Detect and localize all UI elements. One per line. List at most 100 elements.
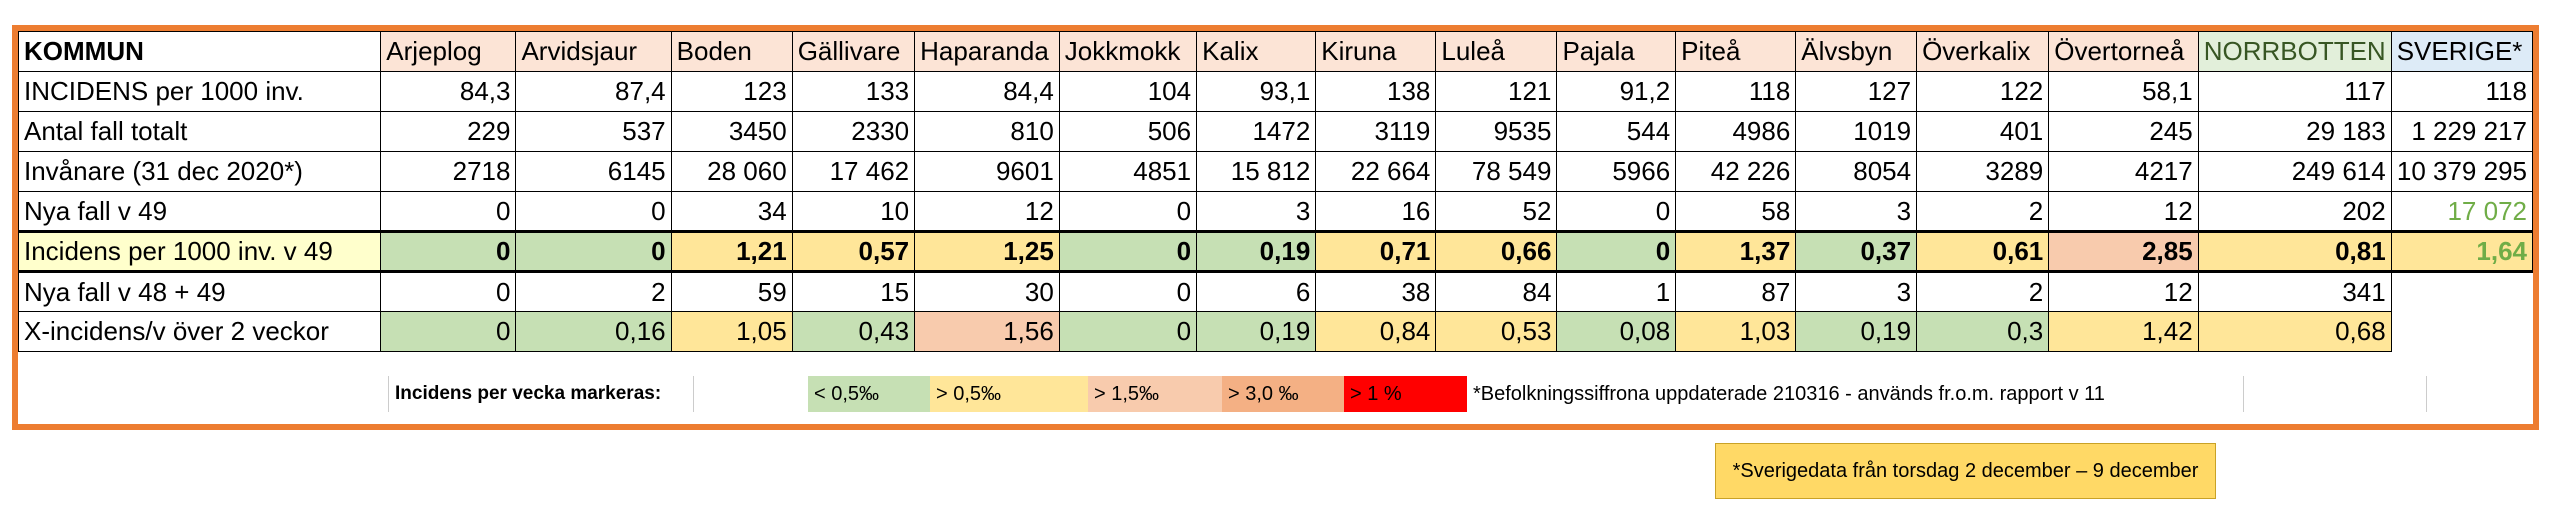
table-cell: 30 <box>914 271 1060 312</box>
table-cell: 1,64 <box>2390 230 2534 273</box>
col-header: Haparanda <box>914 31 1060 72</box>
table-cell: 34 <box>670 191 793 232</box>
table-cell: 0 <box>1556 230 1677 273</box>
row-label: INCIDENS per 1000 inv. <box>17 71 382 112</box>
table-cell: 0,61 <box>1916 230 2050 273</box>
table-cell: 121 <box>1435 71 1558 112</box>
table-cell: 1019 <box>1795 111 1918 152</box>
table-cell: 58 <box>1675 191 1797 232</box>
col-header: Piteå <box>1675 31 1797 72</box>
table-cell: 91,2 <box>1556 71 1677 112</box>
table-cell: 2718 <box>380 151 517 192</box>
table-row: Invånare (31 dec 2020*) 2718 6145 28 060 17 … <box>17 151 2534 192</box>
col-header: Kalix <box>1196 31 1317 72</box>
table-row: INCIDENS per 1000 inv. 84,3 87,4 123 133 84,4… <box>17 71 2534 112</box>
table-cell: 138 <box>1315 71 1437 112</box>
table-cell: 16 <box>1315 191 1437 232</box>
table-cell: 1,21 <box>670 230 793 273</box>
table-cell: 0,16 <box>515 311 672 352</box>
table-cell: 15 <box>791 271 916 312</box>
table-cell: 401 <box>1916 111 2050 152</box>
incidence-table: KOMMUN Arjeplog Arvidsjaur Boden Gälliva… <box>17 31 2534 352</box>
table-cell: 2 <box>1916 191 2050 232</box>
row-label: Invånare (31 dec 2020*) <box>17 151 382 192</box>
col-header: Kiruna <box>1315 31 1437 72</box>
table-cell: 84 <box>1435 271 1558 312</box>
table-cell: 544 <box>1556 111 1677 152</box>
table-row: X-incidens/v över 2 veckor 0 0,16 1,05 0,43 1… <box>17 311 2533 352</box>
table-cell: 0,66 <box>1435 230 1558 273</box>
table-cell: 12 <box>2048 191 2199 232</box>
table-cell: 78 549 <box>1435 151 1558 192</box>
legend-divider <box>2426 376 2427 412</box>
legend: Incidens per vecka markeras: < 0,5‰ > 0,… <box>18 376 2533 412</box>
table-cell: 0,19 <box>1196 311 1317 352</box>
table-cell: 0 <box>1556 191 1677 232</box>
legend-item-orange: > 3,0 ‰ <box>1222 376 1344 412</box>
table-cell: 229 <box>380 111 517 152</box>
table-cell: 1 229 217 <box>2390 111 2534 152</box>
table-cell: 4851 <box>1058 151 1198 192</box>
table-cell: 0,37 <box>1795 230 1918 273</box>
table-cell: 506 <box>1058 111 1198 152</box>
table-cell: 0,19 <box>1795 311 1918 352</box>
row-label: Nya fall v 49 <box>17 191 382 232</box>
table-cell: 10 379 295 <box>2390 151 2534 192</box>
legend-item-light-orange: > 1,5‰ <box>1088 376 1222 412</box>
table-cell: 0,19 <box>1196 230 1317 273</box>
col-header: Pajala <box>1556 31 1677 72</box>
col-header-norrbotten: NORRBOTTEN <box>2197 31 2392 72</box>
table-cell: 2 <box>515 271 672 312</box>
col-header: Älvsbyn <box>1795 31 1918 72</box>
table-cell: 341 <box>2197 271 2392 312</box>
table-cell: 42 226 <box>1675 151 1797 192</box>
table-cell: 6145 <box>515 151 672 192</box>
table-cell: 0 <box>1058 191 1198 232</box>
table-cell: 1,25 <box>914 230 1060 273</box>
table-cell: 4217 <box>2048 151 2199 192</box>
table-cell: 0 <box>380 191 517 232</box>
table-cell: 0,84 <box>1315 311 1437 352</box>
table-cell: 1 <box>1556 271 1677 312</box>
table-row: Nya fall v 48 + 49 0 2 59 15 30 0 6 38 84 1 87 3 2 12 3… <box>17 271 2533 312</box>
table-cell: 1472 <box>1196 111 1317 152</box>
table-cell: 0 <box>515 230 672 273</box>
col-header: Arjeplog <box>380 31 517 72</box>
table-cell: 0 <box>1058 230 1198 273</box>
table-cell: 5966 <box>1556 151 1677 192</box>
table-cell: 537 <box>515 111 672 152</box>
table-cell: 249 614 <box>2197 151 2392 192</box>
table-cell: 0,3 <box>1916 311 2050 352</box>
col-header: Luleå <box>1435 31 1558 72</box>
table-cell: 38 <box>1315 271 1437 312</box>
table-cell: 0 <box>1058 271 1198 312</box>
table-cell: 87,4 <box>515 71 672 112</box>
table-cell: 0 <box>1058 311 1198 352</box>
table-cell: 3 <box>1196 191 1317 232</box>
table-cell: 0 <box>380 271 517 312</box>
table-cell: 3289 <box>1916 151 2050 192</box>
table-cell: 9535 <box>1435 111 1558 152</box>
table-cell: 29 183 <box>2197 111 2392 152</box>
table-cell: 118 <box>1675 71 1797 112</box>
col-header: Arvidsjaur <box>515 31 672 72</box>
table-cell: 28 060 <box>670 151 793 192</box>
table-cell: 117 <box>2197 71 2392 112</box>
header-kommun: KOMMUN <box>17 31 382 72</box>
table-cell: 0,43 <box>791 311 916 352</box>
col-header: Gällivare <box>791 31 916 72</box>
table-cell: 0,57 <box>791 230 916 273</box>
table-cell: 87 <box>1675 271 1797 312</box>
table-cell: 127 <box>1795 71 1918 112</box>
row-label: Nya fall v 48 + 49 <box>17 271 382 312</box>
table-cell: 1,05 <box>670 311 793 352</box>
table-cell: 10 <box>791 191 916 232</box>
table-cell: 0,08 <box>1556 311 1677 352</box>
table-cell: 122 <box>1916 71 2050 112</box>
table-cell: 0,81 <box>2197 230 2392 273</box>
table-cell: 245 <box>2048 111 2199 152</box>
row-label: Antal fall totalt <box>17 111 382 152</box>
table-cell: 104 <box>1058 71 1198 112</box>
table-cell: 15 812 <box>1196 151 1317 192</box>
table-cell: 59 <box>670 271 793 312</box>
